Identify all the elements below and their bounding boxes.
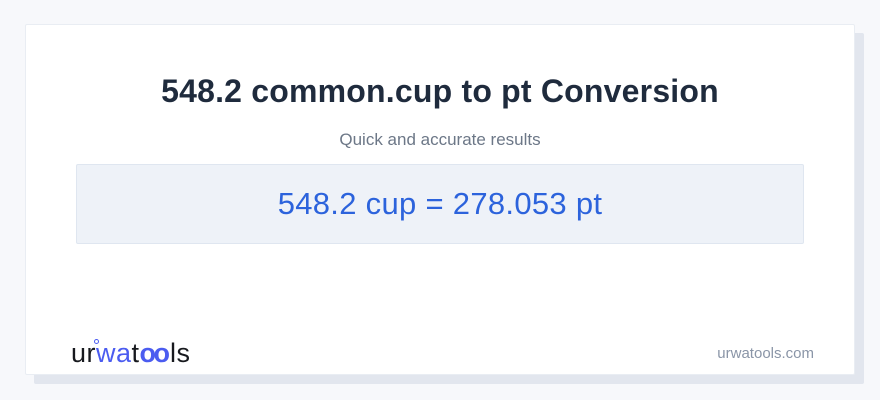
logo-segment-ur: ur — [71, 338, 97, 368]
logo-glasses-icon: oo — [139, 338, 171, 368]
logo-segment-ls: ls — [170, 338, 191, 368]
page-title: 548.2 common.cup to pt Conversion — [161, 73, 719, 109]
logo-segment-wa: wa — [94, 338, 132, 368]
conversion-result-text: 548.2 cup = 278.053 pt — [277, 186, 603, 221]
urwatools-logo[interactable]: ur watools — [71, 330, 191, 376]
logo-segment-t: t — [131, 338, 140, 368]
conversion-result-box: 548.2 cup = 278.053 pt — [76, 164, 804, 244]
page-subtitle: Quick and accurate results — [339, 130, 541, 149]
card-footer: ur watools urwatools.com — [71, 330, 814, 376]
site-domain: urwatools.com — [717, 344, 814, 362]
logo-ring-icon — [94, 339, 100, 344]
conversion-card: 548.2 common.cup to pt Conversion Quick … — [25, 24, 855, 375]
